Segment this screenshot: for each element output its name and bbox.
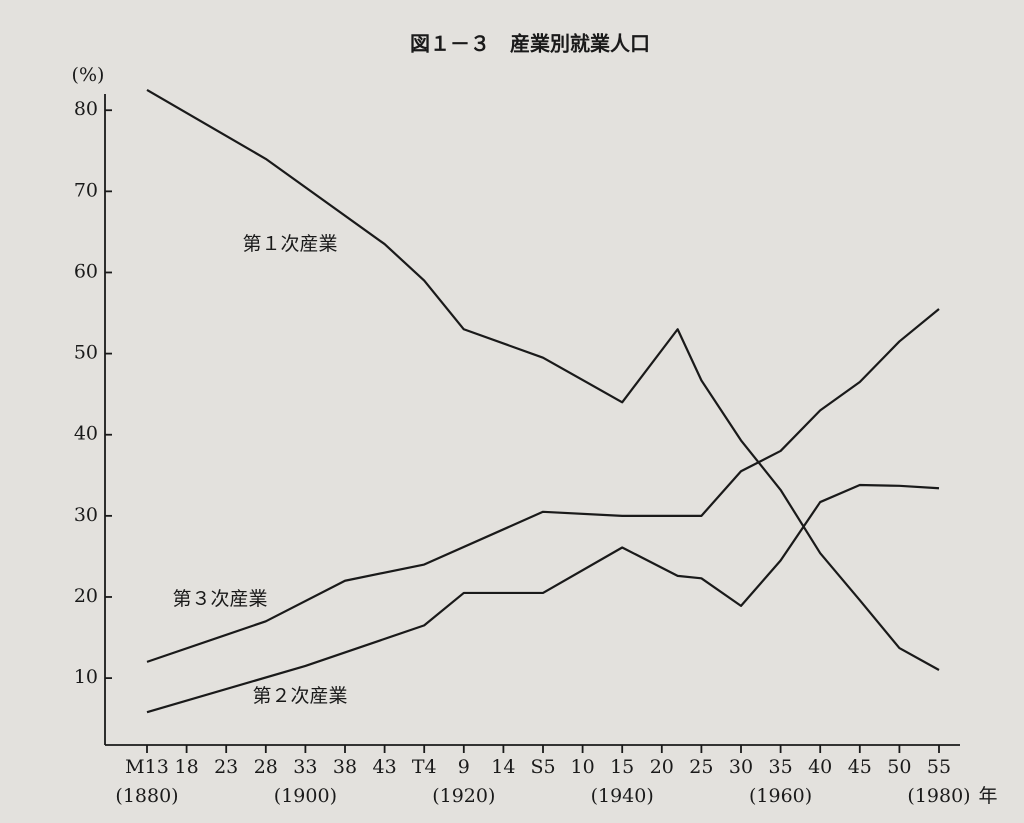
x-tick-label: S5 bbox=[530, 756, 555, 778]
x-unit: 年 bbox=[978, 785, 997, 807]
x-tick-label: 14 bbox=[491, 756, 515, 778]
series-line bbox=[146, 483, 940, 714]
x-tick-label: 15 bbox=[610, 756, 634, 778]
series-label: 第１次産業 bbox=[242, 233, 337, 255]
y-tick-label: 50 bbox=[74, 342, 98, 364]
y-tick-label: 20 bbox=[74, 585, 98, 607]
x-tick-label: M13 bbox=[125, 756, 169, 778]
series-line bbox=[146, 88, 940, 671]
x-tick-label: 18 bbox=[175, 756, 199, 778]
x-tick-label: 23 bbox=[214, 756, 238, 778]
x-tick-label: 28 bbox=[254, 756, 278, 778]
x-tick-label: 10 bbox=[571, 756, 595, 778]
y-tick-label: 60 bbox=[74, 260, 98, 282]
x-tick-label: 33 bbox=[293, 756, 317, 778]
x-tick-label: 43 bbox=[373, 756, 397, 778]
x-tick-label: 20 bbox=[650, 756, 674, 778]
x-year-label: (1920) bbox=[432, 785, 495, 807]
y-tick-label: 40 bbox=[74, 423, 98, 445]
y-tick-label: 30 bbox=[74, 504, 98, 526]
x-tick-label: 40 bbox=[808, 756, 832, 778]
x-tick-label: 55 bbox=[927, 756, 951, 778]
y-tick-label: 80 bbox=[74, 98, 98, 120]
y-axis-label: (%) bbox=[72, 64, 105, 86]
x-tick-label: 25 bbox=[689, 756, 713, 778]
series-label: 第２次産業 bbox=[252, 685, 347, 707]
x-tick-label: 30 bbox=[729, 756, 753, 778]
series-line bbox=[146, 308, 940, 663]
x-year-label: (1980) bbox=[907, 785, 970, 807]
x-tick-label: 50 bbox=[887, 756, 911, 778]
y-tick-label: 10 bbox=[74, 666, 98, 688]
x-tick-label: 38 bbox=[333, 756, 357, 778]
x-tick-label: T4 bbox=[412, 756, 437, 778]
series-label: 第３次産業 bbox=[172, 588, 267, 610]
x-year-label: (1900) bbox=[274, 785, 337, 807]
x-year-label: (1880) bbox=[115, 785, 178, 807]
chart-title: 図１－３ 産業別就業人口 bbox=[410, 32, 650, 56]
y-tick-label: 70 bbox=[74, 179, 98, 201]
x-tick-label: 45 bbox=[848, 756, 872, 778]
x-tick-label: 35 bbox=[769, 756, 793, 778]
x-year-label: (1940) bbox=[591, 785, 654, 807]
x-year-label: (1960) bbox=[749, 785, 812, 807]
x-tick-label: 9 bbox=[458, 756, 470, 778]
